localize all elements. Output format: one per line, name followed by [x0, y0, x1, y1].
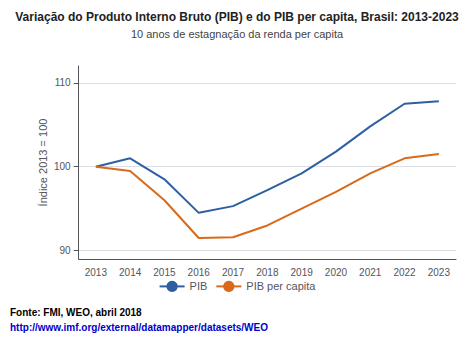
svg-text:100: 100	[54, 161, 71, 172]
svg-text:2020: 2020	[325, 267, 348, 278]
svg-text:2014: 2014	[119, 267, 142, 278]
svg-text:2023: 2023	[428, 267, 451, 278]
svg-text:Índice 2013 = 100: Índice 2013 = 100	[37, 119, 49, 207]
svg-text:110: 110	[55, 77, 71, 88]
svg-text:2017: 2017	[222, 267, 245, 278]
svg-text:10 anos de estagnação da renda: 10 anos de estagnação da renda per capit…	[131, 28, 344, 40]
svg-text:2016: 2016	[188, 267, 211, 278]
svg-text:2021: 2021	[359, 267, 382, 278]
svg-text:2022: 2022	[393, 267, 416, 278]
svg-text:2018: 2018	[256, 267, 279, 278]
svg-text:2019: 2019	[291, 267, 314, 278]
svg-text:PIB: PIB	[190, 280, 208, 292]
svg-text:90: 90	[60, 245, 72, 256]
svg-text:Fonte: FMI, WEO, abril 2018: Fonte: FMI, WEO, abril 2018	[10, 307, 142, 318]
svg-text:http://www.imf.org/external/da: http://www.imf.org/external/datamapper/d…	[10, 322, 268, 333]
svg-text:2015: 2015	[153, 267, 176, 278]
svg-text:2013: 2013	[85, 267, 108, 278]
svg-text:PIB per capita: PIB per capita	[246, 280, 316, 292]
svg-text:Variação do Produto Interno Br: Variação do Produto Interno Bruto (PIB) …	[15, 10, 459, 24]
